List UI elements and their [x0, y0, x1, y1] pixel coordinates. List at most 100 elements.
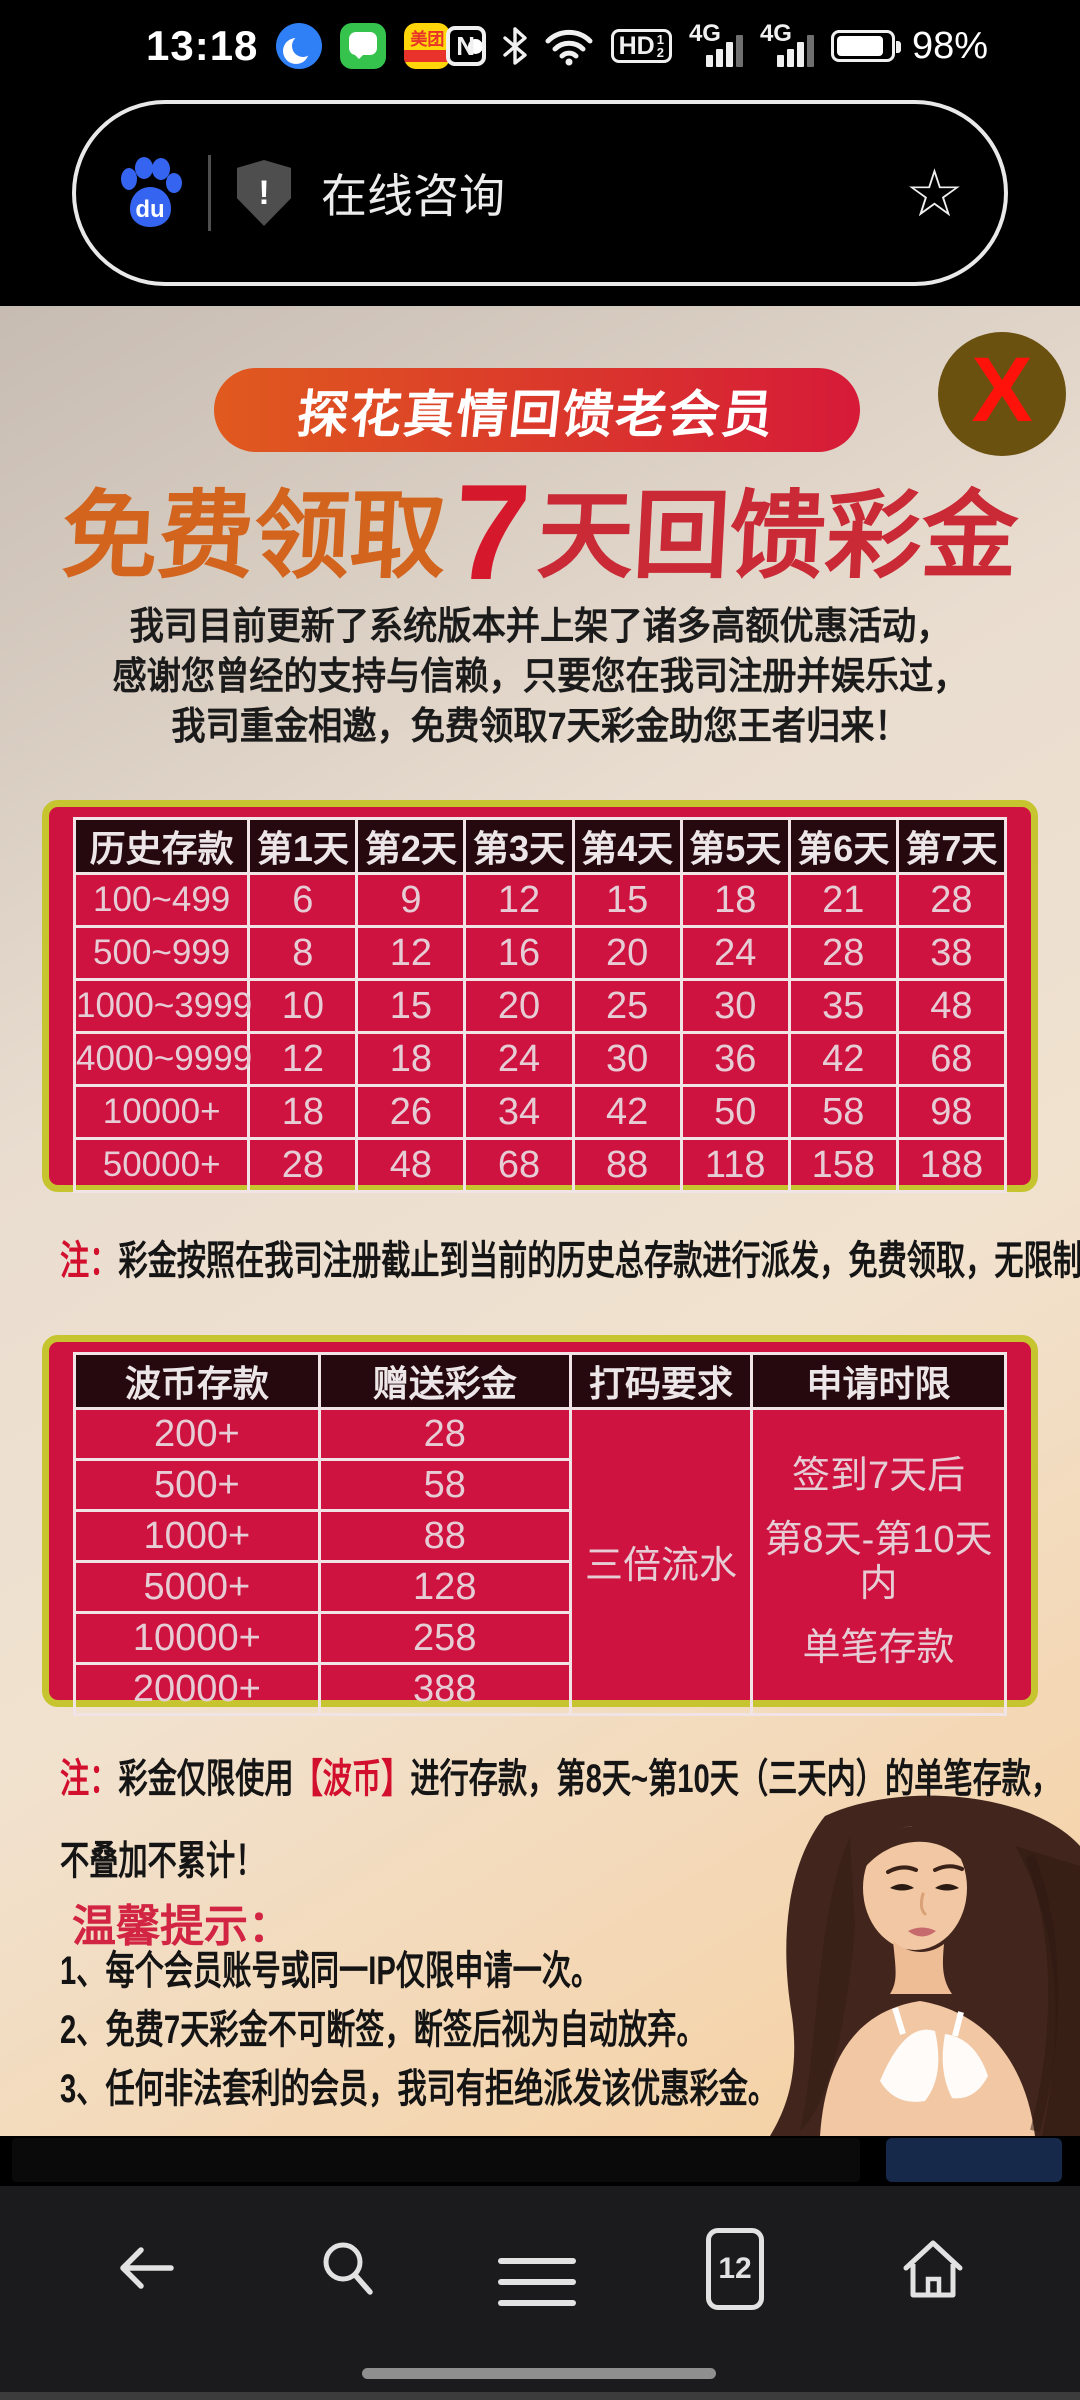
bocoin-deposit-grid: 波币存款 赠送彩金 打码要求 申请时限 200+ 28 三倍流水 签到7天后 第8天-第10天内… — [73, 1352, 1007, 1716]
table1-cell: 18 — [355, 1031, 467, 1087]
signal-sim2-icon: 4G — [760, 20, 814, 70]
table1-header-cell: 第7天 — [895, 817, 1008, 875]
table1-cell: 36 — [679, 1031, 791, 1087]
title-prefix: 免费领取 — [59, 483, 449, 590]
table2-header-cell: 波币存款 — [73, 1352, 321, 1410]
table2-row: 20000+ 388 — [73, 1662, 1006, 1716]
table1-cell: 30 — [679, 978, 791, 1034]
table1-cell: 26 — [355, 1084, 467, 1140]
table1-cell: 68 — [463, 1137, 575, 1193]
security-shield-icon[interactable]: ! — [237, 160, 291, 226]
note-1-text: 彩金按照在我司注册截止到当前的历史总存款进行派发，免费领取，无限制！ — [118, 1239, 1080, 1283]
wifi-icon — [545, 29, 593, 66]
promo-page[interactable]: X 探花真情回馈老会员 免费领取7天回馈彩金 我司目前更新了系统版本并上架了诸多… — [0, 306, 1080, 2136]
table2-header-row: 波币存款 赠送彩金 打码要求 申请时限 — [73, 1352, 1007, 1410]
table1-cell: 188 — [895, 1137, 1008, 1193]
note-2-line2: 不叠加不累计！ — [60, 1839, 265, 1883]
hamburger-icon — [498, 2258, 576, 2306]
table1-header-cell: 历史存款 — [72, 817, 251, 875]
search-icon — [323, 2242, 373, 2295]
tip-item: 2、免费7天彩金不可断签，断签后视为自动放弃。 — [60, 2008, 706, 2052]
tips-list: 1、每个会员账号或同一IP仅限申请一次。 2、免费7天彩金不可断签，断签后视为自动… — [60, 1948, 1070, 2125]
back-button[interactable] — [113, 2242, 177, 2297]
table1-cell: 9 — [355, 872, 467, 928]
table1-row: 100~499 6 9 12 15 18 21 28 — [72, 872, 1008, 928]
apply-window-line: 签到7天后 — [791, 1454, 966, 1497]
table2-cell: 20000+ — [73, 1662, 321, 1716]
tabs-button[interactable]: 12 — [706, 2228, 764, 2310]
svg-text:du: du — [135, 196, 164, 223]
table2-header-cell: 申请时限 — [750, 1352, 1007, 1410]
table1-cell: 50000+ — [72, 1137, 251, 1193]
title-number: 7 — [450, 456, 534, 608]
table2-cell: 500+ — [73, 1458, 321, 1512]
table1-cell: 98 — [895, 1084, 1008, 1140]
baidu-logo-icon[interactable]: du — [116, 157, 182, 229]
divider — [208, 155, 211, 231]
table2-cell: 58 — [317, 1458, 572, 1512]
tab-count: 12 — [718, 2252, 752, 2285]
page-footer-inner — [12, 2138, 860, 2182]
close-button[interactable]: X — [938, 332, 1066, 456]
table1-cell: 30 — [571, 1031, 683, 1087]
bookmark-star-icon[interactable]: ☆ — [904, 156, 964, 230]
bluetooth-icon — [502, 27, 527, 65]
table1-cell: 18 — [679, 872, 791, 928]
table1-cell: 18 — [247, 1084, 359, 1140]
note-1: 注：彩金按照在我司注册截止到当前的历史总存款进行派发，免费领取，无限制！ — [60, 1228, 1080, 1286]
table1-cell: 48 — [895, 978, 1008, 1034]
apply-window-line: 第8天-第10天内 — [764, 1518, 993, 1605]
menu-button[interactable] — [498, 2258, 576, 2306]
table1-cell: 10 — [247, 978, 359, 1034]
messages-icon — [340, 23, 387, 69]
page-footer-accent — [886, 2138, 1062, 2182]
browser-nav-bar: 12 — [0, 2186, 1080, 2400]
status-bar-left: 13:18 美团 — [146, 0, 484, 92]
home-icon — [903, 2240, 963, 2298]
table1-row: 4000~9999 12 18 24 30 36 42 68 — [72, 1031, 1008, 1087]
table2-cell: 1000+ — [73, 1509, 321, 1563]
table1-cell: 28 — [247, 1137, 359, 1193]
table2-header-cell: 赠送彩金 — [317, 1352, 572, 1410]
tip-item: 1、每个会员账号或同一IP仅限申请一次。 — [60, 1949, 601, 1993]
table1-cell: 20 — [571, 925, 683, 981]
nfc-icon: N — [445, 26, 486, 66]
note-2-label: 注： — [60, 1757, 119, 1801]
table2-cell: 128 — [317, 1560, 572, 1614]
table1-cell: 15 — [571, 872, 683, 928]
meituan-icon: 美团 — [404, 23, 451, 69]
url-bar[interactable]: du ! 在线咨询 ☆ — [72, 100, 1008, 286]
table1-cell: 118 — [679, 1137, 791, 1193]
table1-cell: 24 — [463, 1031, 575, 1087]
table1-cell: 68 — [895, 1031, 1008, 1087]
table2-row: 500+ 58 — [73, 1458, 1006, 1512]
table1-cell: 28 — [787, 925, 899, 981]
table1-row: 10000+ 18 26 34 42 50 58 98 — [72, 1084, 1008, 1140]
table1-header-cell: 第2天 — [355, 817, 467, 875]
table2-cell: 258 — [317, 1611, 572, 1665]
note-1-label: 注： — [60, 1239, 119, 1283]
table1-cell: 6 — [247, 872, 359, 928]
tips-title: 温馨提示： — [72, 1902, 292, 1951]
battery-percent: 98% — [911, 24, 988, 67]
table2-row: 10000+ 258 — [73, 1611, 1006, 1665]
clock: 13:18 — [146, 22, 259, 69]
search-query[interactable]: 在线咨询 — [321, 170, 505, 222]
gesture-bar[interactable] — [362, 2368, 716, 2379]
history-deposit-table: 历史存款 第1天 第2天 第3天 第4天 第5天 第6天 第7天 100~499 6 9 12 15 18… — [42, 800, 1038, 1193]
qq-browser-icon — [276, 23, 323, 69]
table2-wagering-cell: 三倍流水 — [568, 1407, 754, 1716]
table1-cell: 21 — [787, 872, 899, 928]
title-suffix: 天回馈彩金 — [534, 483, 1021, 590]
page-footer-strip — [0, 2136, 1080, 2186]
note-2-highlight: 【波币】 — [293, 1757, 411, 1801]
search-button[interactable] — [316, 2238, 378, 2303]
notification-dot-icon — [468, 38, 484, 54]
table1-cell: 8 — [247, 925, 359, 981]
table1-cell: 12 — [247, 1031, 359, 1087]
promo-ribbon-text: 探花真情回馈老会员 — [295, 386, 779, 443]
battery-icon — [830, 30, 901, 62]
tip-item: 3、任何非法套利的会员，我司有拒绝派发该优惠彩金。 — [60, 2067, 778, 2111]
home-button[interactable] — [898, 2236, 968, 2303]
